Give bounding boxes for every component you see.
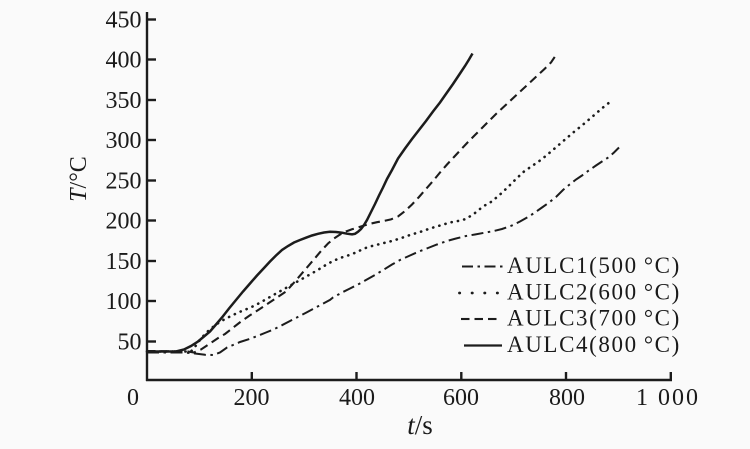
svg-text:450: 450 (106, 8, 142, 34)
svg-text:200: 200 (106, 209, 142, 235)
svg-text:800: 800 (549, 385, 585, 411)
svg-text:100: 100 (106, 289, 142, 315)
svg-text:AULC3(700 °C): AULC3(700 °C) (507, 306, 681, 331)
svg-text:AULC1(500 °C): AULC1(500 °C) (507, 253, 681, 278)
svg-text:400: 400 (106, 48, 142, 74)
svg-text:t/s: t/s (407, 410, 433, 440)
svg-text:200: 200 (234, 385, 270, 411)
svg-text:AULC2(600 °C): AULC2(600 °C) (507, 280, 681, 305)
svg-text:150: 150 (106, 249, 142, 275)
svg-text:AULC4(800 °C): AULC4(800 °C) (507, 332, 681, 357)
svg-text:400: 400 (339, 385, 375, 411)
svg-text:250: 250 (106, 169, 142, 195)
svg-text:1 000: 1 000 (636, 385, 700, 411)
svg-text:600: 600 (443, 385, 479, 411)
svg-text:300: 300 (106, 128, 142, 154)
svg-text:350: 350 (106, 88, 142, 114)
svg-text:0: 0 (127, 385, 139, 411)
svg-text:50: 50 (118, 330, 142, 356)
svg-text:T/°C: T/°C (66, 156, 92, 202)
